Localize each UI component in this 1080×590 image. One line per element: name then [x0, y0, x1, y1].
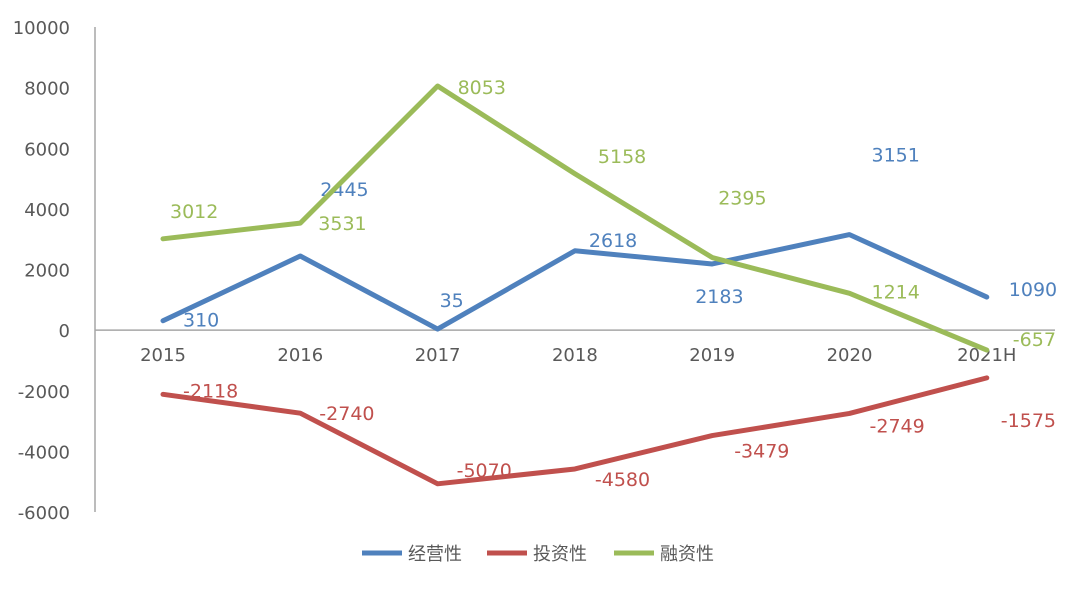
- y-tick-label: 0: [59, 321, 70, 342]
- data-label: 2395: [718, 188, 766, 210]
- data-label: 5158: [598, 146, 646, 168]
- x-tick-label: 2019: [689, 345, 735, 366]
- series-line-2: [163, 86, 987, 350]
- y-tick-label: -2000: [18, 382, 70, 403]
- data-label: 35: [440, 290, 464, 312]
- data-label: -4580: [595, 469, 650, 491]
- data-label: 3531: [318, 213, 366, 235]
- data-label: 8053: [458, 77, 506, 99]
- x-tick-label: 2018: [552, 345, 598, 366]
- legend-label: 融资性: [660, 544, 714, 565]
- data-label: 1090: [1009, 279, 1057, 301]
- y-tick-label: 10000: [13, 18, 70, 39]
- data-label: -2740: [319, 403, 374, 425]
- data-label: 3151: [872, 145, 920, 167]
- data-label: 310: [183, 310, 219, 332]
- data-label: 2618: [589, 230, 637, 252]
- y-tick-label: -6000: [18, 503, 70, 524]
- data-label: 3012: [170, 201, 218, 223]
- x-tick-label: 2017: [415, 345, 461, 366]
- x-tick-label: 2015: [140, 345, 186, 366]
- legend-label: 投资性: [533, 544, 587, 565]
- y-tick-label: 6000: [24, 139, 70, 160]
- data-label: -1575: [1001, 410, 1056, 432]
- series-line-0: [163, 235, 987, 329]
- y-tick-label: 4000: [24, 200, 70, 221]
- data-label: 2183: [695, 286, 743, 308]
- y-tick-label: 2000: [24, 261, 70, 282]
- legend-label: 经营性: [408, 544, 462, 565]
- data-label: -657: [1013, 329, 1056, 351]
- data-label: -5070: [457, 460, 512, 482]
- data-label: -2749: [870, 415, 925, 437]
- y-tick-label: 8000: [24, 79, 70, 100]
- data-label: -2118: [183, 380, 238, 402]
- x-tick-label: 2016: [277, 345, 323, 366]
- data-label: -3479: [734, 441, 789, 463]
- data-label: 1214: [872, 281, 920, 303]
- x-tick-label: 2020: [827, 345, 873, 366]
- y-tick-label: -4000: [18, 442, 70, 463]
- series-line-1: [163, 378, 987, 484]
